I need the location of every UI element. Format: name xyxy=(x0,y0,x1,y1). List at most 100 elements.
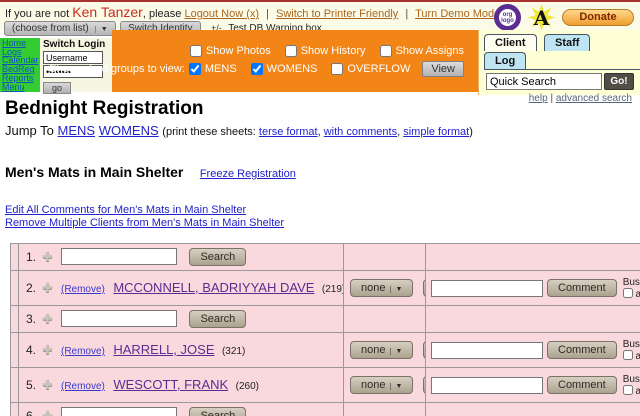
add-client-icon[interactable]: ✚ xyxy=(42,250,53,265)
comment-input[interactable] xyxy=(431,279,543,297)
printer-friendly-link[interactable]: Switch to Printer Friendly xyxy=(276,8,399,20)
edit-all-comments-link[interactable]: Edit All Comments for Men's Mats in Main… xyxy=(5,204,247,216)
choose-from-list-dropdown[interactable]: (choose from list) ▼ xyxy=(4,21,116,36)
comment-cell xyxy=(425,402,640,416)
identity-line: If you are not Ken Tanzer, please Logout… xyxy=(5,4,518,20)
sidebar-item-menu[interactable]: Menu xyxy=(2,81,25,92)
bed-status-dropdown[interactable]: none ▼ xyxy=(350,375,414,394)
comment-button[interactable]: Comment xyxy=(547,376,617,394)
separator: | xyxy=(405,8,409,20)
donate-button[interactable]: Donate xyxy=(562,9,634,26)
advanced-search-link[interactable]: advanced search xyxy=(555,93,632,104)
simple-format-link[interactable]: simple format xyxy=(403,126,470,138)
tab-client[interactable]: Client xyxy=(484,34,537,51)
add-client-icon[interactable]: ✚ xyxy=(42,312,53,327)
quick-search-input[interactable] xyxy=(486,73,602,90)
sidebar-item-calendar[interactable]: Calendar xyxy=(2,55,39,66)
comment-input[interactable] xyxy=(431,376,543,394)
view-button[interactable]: View xyxy=(422,61,464,77)
chevron-down-icon: ▼ xyxy=(390,382,403,390)
warning-box-toggle[interactable]: +/- xyxy=(211,23,222,33)
search-button[interactable]: Search xyxy=(189,247,247,266)
table-row-2: 2. ✚ (Remove) MCCONNELL, BADRIYYAH DAVE … xyxy=(10,270,640,306)
bus-tickets-block: Bus tickets: am pm xyxy=(622,276,640,300)
terse-format-link[interactable]: terse format xyxy=(258,126,318,138)
table-row-5: 5. ✚ (Remove) WESCOTT, FRANK (260) none ▼… xyxy=(10,367,640,403)
help-link[interactable]: help xyxy=(528,93,548,104)
comment-button[interactable]: Comment xyxy=(547,341,617,359)
bus-am-checkbox[interactable] xyxy=(622,384,633,395)
womens-checkbox[interactable] xyxy=(250,63,263,75)
client-name-link[interactable]: WESCOTT, FRANK xyxy=(113,377,229,392)
tab-log[interactable]: Log xyxy=(484,52,527,69)
tab-staff[interactable]: Staff xyxy=(544,34,591,51)
client-name-link[interactable]: MCCONNELL, BADRIYYAH DAVE xyxy=(113,280,315,295)
client-search-input[interactable] xyxy=(60,248,177,266)
client-search-input[interactable] xyxy=(60,310,177,328)
client-search-input[interactable] xyxy=(60,407,177,416)
show-assigns-label: Show Assigns xyxy=(395,45,464,57)
overflow-checkbox[interactable] xyxy=(331,63,344,75)
section-title: Men's Mats in Main Shelter xyxy=(5,164,184,180)
show-assigns-checkbox[interactable] xyxy=(379,45,392,57)
bed-status-dropdown[interactable]: none ▼ xyxy=(350,340,414,359)
with-comments-link[interactable]: with comments xyxy=(323,126,398,138)
bus-am-checkbox[interactable] xyxy=(622,349,633,360)
bus-tickets-block: Bus tickets: am pm xyxy=(622,339,640,362)
row-number: 6. xyxy=(26,409,36,416)
spacer-cell xyxy=(10,332,19,368)
remove-client-link[interactable]: (Remove) xyxy=(60,284,105,295)
mens-checkbox[interactable] xyxy=(188,63,201,75)
top-red-divider xyxy=(0,0,640,2)
add-client-icon[interactable]: ✚ xyxy=(42,281,53,295)
sidebar-item-logs[interactable]: Logs xyxy=(2,46,22,57)
freeze-registration-link[interactable]: Freeze Registration xyxy=(199,168,296,180)
password-field[interactable] xyxy=(43,65,103,78)
comment-cell xyxy=(425,305,640,333)
login-go-button[interactable]: go xyxy=(43,82,72,94)
show-history-checkbox[interactable] xyxy=(284,45,297,57)
add-client-icon[interactable]: ✚ xyxy=(42,409,52,416)
row-number: 2. xyxy=(26,281,37,295)
sidebar-item-bedreg[interactable]: BedReg xyxy=(2,64,35,75)
username-field[interactable] xyxy=(43,51,103,64)
chevron-down-icon: ▼ xyxy=(390,285,403,293)
identity-prefix: If you are not xyxy=(5,8,70,20)
bed-status-dropdown[interactable]: none ▼ xyxy=(350,278,414,297)
chevron-down-icon: ▼ xyxy=(94,26,108,33)
remove-client-link[interactable]: (Remove) xyxy=(60,381,105,392)
remove-client-link[interactable]: (Remove) xyxy=(60,346,105,357)
spacer-cell xyxy=(10,367,19,403)
jump-womens-link[interactable]: WOMENS xyxy=(98,123,159,138)
sidebar-item-home[interactable]: Home xyxy=(2,38,27,48)
client-name-link[interactable]: HARRELL, JOSE xyxy=(113,342,215,357)
print-note: (print these sheets: terse format, with … xyxy=(162,126,473,138)
search-button[interactable]: Search xyxy=(189,406,247,416)
comment-button[interactable]: Comment xyxy=(547,279,617,297)
switch-login-title: Switch Login xyxy=(43,39,106,50)
quick-search-go-button[interactable]: Go! xyxy=(604,73,634,90)
bus-tickets-label: Bus tickets: xyxy=(622,276,640,288)
bus-am-checkbox[interactable] xyxy=(622,287,633,298)
demo-mode-link[interactable]: Turn Demo Mode On xyxy=(415,8,518,20)
section-action-links: Edit All Comments for Men's Mats in Main… xyxy=(5,204,640,230)
show-photos-checkbox[interactable] xyxy=(189,45,202,57)
remove-multiple-clients-link[interactable]: Remove Multiple Clients from Men's Mats … xyxy=(5,217,285,229)
add-client-icon[interactable]: ✚ xyxy=(42,378,53,392)
spacer-cell xyxy=(10,243,19,271)
registration-table: 1. ✚ Search 2. ✚ (Remove) MCCONNELL, BAD… xyxy=(10,243,640,416)
jump-mens-link[interactable]: MENS xyxy=(57,123,96,138)
identity-suffix: , please xyxy=(142,8,182,20)
page-title: Bednight Registration xyxy=(5,98,204,119)
comment-input[interactable] xyxy=(431,341,543,359)
sidebar-item-reports[interactable]: Reports xyxy=(2,72,34,83)
add-client-icon[interactable]: ✚ xyxy=(42,343,53,357)
row-number: 5. xyxy=(26,378,37,392)
controls-cell xyxy=(343,402,426,416)
controls-cell xyxy=(343,243,426,271)
search-button[interactable]: Search xyxy=(189,309,247,328)
table-row-1: 1. ✚ Search xyxy=(10,243,640,271)
client-id: (321) xyxy=(221,346,246,357)
logout-link[interactable]: Logout Now (x) xyxy=(184,8,260,20)
top-bar: If you are not Ken Tanzer, please Logout… xyxy=(0,2,640,36)
